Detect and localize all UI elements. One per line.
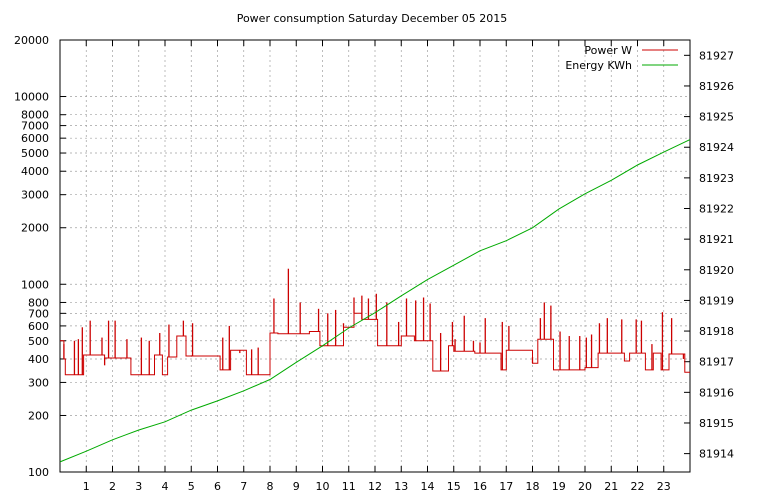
x-tick-label: 21	[604, 480, 618, 493]
y2-tick-label: 81915	[699, 417, 734, 430]
x-tick-label: 18	[526, 480, 540, 493]
y2-tick-label: 81916	[699, 386, 734, 399]
y-tick-label: 700	[28, 307, 49, 320]
y-tick-label: 20000	[14, 34, 49, 47]
y2-tick-label: 81914	[699, 448, 734, 461]
y-tick-label: 10000	[14, 91, 49, 104]
x-tick-label: 11	[342, 480, 356, 493]
y-tick-label: 8000	[21, 109, 49, 122]
x-tick-label: 16	[473, 480, 487, 493]
y2-tick-label: 81926	[699, 80, 734, 93]
y-tick-label: 3000	[21, 189, 49, 202]
y2-tick-label: 81920	[699, 264, 734, 277]
x-tick-label: 22	[631, 480, 645, 493]
legend-label: Power W	[584, 44, 632, 57]
chart-title: Power consumption Saturday December 05 2…	[237, 12, 508, 25]
x-tick-label: 7	[240, 480, 247, 493]
y-tick-label: 7000	[21, 120, 49, 133]
x-tick-label: 2	[109, 480, 116, 493]
power-series	[60, 268, 690, 376]
x-tick-label: 10	[316, 480, 330, 493]
y2-tick-label: 81925	[699, 111, 734, 124]
y2-tick-label: 81924	[699, 141, 734, 154]
x-tick-label: 9	[293, 480, 300, 493]
y2-tick-label: 81927	[699, 49, 734, 62]
x-tick-label: 1	[83, 480, 90, 493]
y-tick-label: 300	[28, 376, 49, 389]
y-tick-label: 500	[28, 335, 49, 348]
y2-tick-label: 81919	[699, 294, 734, 307]
x-tick-label: 15	[447, 480, 461, 493]
x-tick-label: 14	[421, 480, 435, 493]
y-tick-label: 2000	[21, 222, 49, 235]
energy-line	[59, 139, 691, 463]
y-tick-label: 600	[28, 320, 49, 333]
y-tick-label: 400	[28, 353, 49, 366]
x-tick-label: 3	[135, 480, 142, 493]
axis-ticks: 1 2 3 4 5 6 7 8 9 10 11 12 13 14 15 16 17 18 19 20 21 22 23100…	[14, 34, 734, 493]
y-tick-label: 5000	[21, 147, 49, 160]
y2-tick-label: 81922	[699, 203, 734, 216]
grid	[60, 40, 690, 472]
x-tick-label: 5	[188, 480, 195, 493]
x-tick-label: 12	[368, 480, 382, 493]
y2-tick-label: 81917	[699, 356, 734, 369]
x-tick-label: 23	[657, 480, 671, 493]
x-tick-label: 4	[162, 480, 169, 493]
x-tick-label: 19	[552, 480, 566, 493]
y-tick-label: 200	[28, 409, 49, 422]
y-tick-label: 6000	[21, 132, 49, 145]
y2-tick-label: 81918	[699, 325, 734, 338]
x-tick-label: 17	[499, 480, 513, 493]
x-tick-label: 20	[578, 480, 592, 493]
legend-label: Energy KWh	[565, 59, 632, 72]
y-tick-label: 800	[28, 296, 49, 309]
energy-series	[59, 139, 691, 463]
y-tick-label: 4000	[21, 165, 49, 178]
y-tick-label: 1000	[21, 278, 49, 291]
y2-tick-label: 81921	[699, 233, 734, 246]
y2-tick-label: 81923	[699, 172, 734, 185]
x-tick-label: 8	[267, 480, 274, 493]
x-tick-label: 13	[394, 480, 408, 493]
series-layer	[59, 139, 691, 463]
y-tick-label: 100	[28, 466, 49, 479]
x-tick-label: 6	[214, 480, 221, 493]
legend: Power W Energy KWh	[565, 44, 678, 72]
power-line	[60, 312, 690, 376]
